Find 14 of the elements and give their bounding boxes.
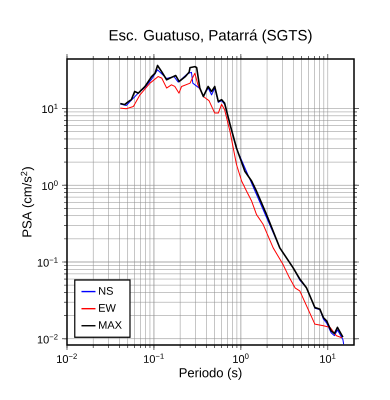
chart-title: Esc. Guatuso, Patarrá (SGTS) — [110, 29, 312, 44]
x-tick-label: 10$^{0}$ — [233, 354, 249, 363]
x-tick-label: 10$^{1}$ — [320, 354, 336, 363]
y-axis-title: PSA (cm/s$^{2}$) — [20, 167, 34, 237]
legend-label: MAX — [99, 321, 122, 329]
y-tick-label: 10$^{−1}$ — [38, 257, 58, 267]
y-tick-label: 10$^{1}$ — [42, 104, 58, 114]
x-tick-label: 10$^{−2}$ — [57, 354, 77, 363]
y-tick-label: 10$^{−2}$ — [38, 334, 58, 344]
x-tick-label: 10$^{−1}$ — [144, 354, 164, 363]
y-tick-label: 10$^{0}$ — [42, 180, 58, 190]
x-axis-title: Periodo (s) — [180, 368, 242, 380]
legend-label: EW — [99, 304, 116, 312]
legend-label: NS — [99, 286, 113, 295]
